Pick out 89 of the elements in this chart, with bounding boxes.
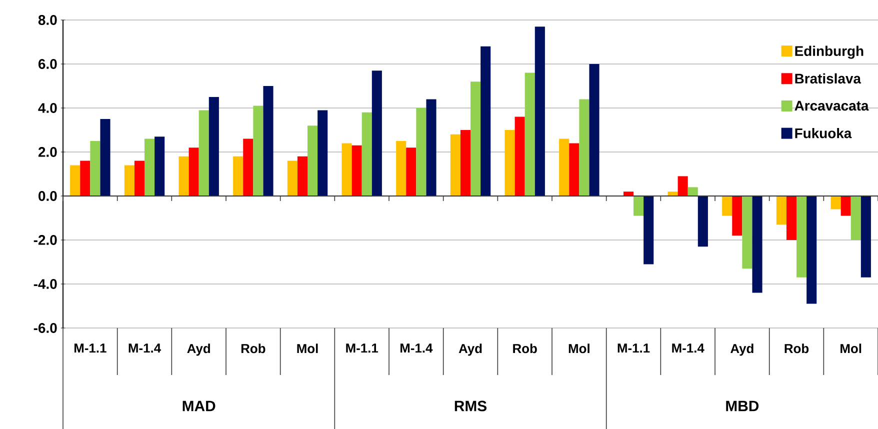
bar <box>416 108 426 196</box>
bar <box>796 196 807 278</box>
bar <box>732 196 742 236</box>
bar <box>623 192 634 196</box>
bar <box>263 86 274 196</box>
legend-label: Bratislava <box>795 73 862 84</box>
bar <box>124 165 134 196</box>
bar <box>178 156 189 196</box>
x-tick-label: M-1.4 <box>128 344 161 353</box>
bar <box>644 196 654 264</box>
x-tick-label: Rob <box>241 344 266 354</box>
bar <box>406 148 416 196</box>
x-tick-label: Ayd <box>187 344 210 356</box>
bar <box>850 196 861 240</box>
bar <box>100 118 110 196</box>
bar <box>830 196 841 210</box>
bar <box>70 165 80 196</box>
text: MAD <box>182 400 216 412</box>
bar <box>80 160 90 196</box>
bar <box>396 140 406 196</box>
bar <box>372 70 382 196</box>
bar <box>504 130 515 196</box>
bar <box>362 112 372 196</box>
bar <box>253 106 264 196</box>
bar <box>90 140 100 196</box>
bar <box>698 196 708 247</box>
legend-label: Arcavacata <box>794 100 869 111</box>
x-tick-label: Ayd <box>458 344 482 356</box>
legend-label: Edinburgh <box>795 46 864 59</box>
y-tick-label: 8.0 <box>38 15 57 25</box>
bar <box>860 196 871 278</box>
y-tick-label: -6.0 <box>34 323 57 333</box>
bar <box>426 99 436 196</box>
y-tick-label: 2.0 <box>38 147 57 157</box>
bar <box>840 196 851 216</box>
bar <box>559 138 570 196</box>
x-tick-label: Rob <box>784 344 809 354</box>
text: RMS <box>454 400 487 412</box>
bar <box>589 64 600 196</box>
bar <box>752 196 762 293</box>
x-tick-label: M-1.4 <box>672 344 704 353</box>
x-tick-label: Mol <box>840 344 862 354</box>
bar <box>243 138 254 196</box>
bar <box>460 130 471 196</box>
bar <box>144 138 155 196</box>
legend-label: Fukuoka <box>795 128 852 138</box>
bar <box>524 72 535 196</box>
bar <box>678 176 688 196</box>
y-tick-label: 4.0 <box>38 103 57 113</box>
bar <box>786 196 797 240</box>
bar <box>480 46 491 196</box>
bar <box>742 196 752 269</box>
x-tick-label: Ayd <box>730 344 754 356</box>
y-tick-label: 0.0 <box>38 191 57 201</box>
bar <box>470 82 481 196</box>
bar <box>297 156 308 196</box>
text: MBD <box>726 400 759 412</box>
bar <box>154 136 165 196</box>
bar <box>514 116 525 196</box>
y-tick-label: -4.0 <box>34 279 57 289</box>
bar <box>806 196 817 304</box>
bar <box>134 160 145 196</box>
bar <box>308 126 318 196</box>
bar <box>287 160 298 196</box>
bar <box>634 196 644 216</box>
bar <box>534 26 545 196</box>
bar <box>569 143 580 196</box>
bar <box>688 187 698 196</box>
x-tick-label: M-1.4 <box>400 344 433 353</box>
y-tick-label: 6.0 <box>38 59 57 69</box>
bar <box>188 148 199 196</box>
bar <box>450 134 460 196</box>
x-tick-label: Mol <box>568 344 590 354</box>
bar <box>198 110 209 196</box>
x-tick-label: M-1.1 <box>618 344 650 353</box>
x-tick-label: Rob <box>513 344 537 354</box>
bar <box>233 156 244 196</box>
y-tick-label: -2.0 <box>34 235 57 245</box>
bar <box>318 110 328 196</box>
bar <box>776 196 786 225</box>
bar <box>342 143 352 196</box>
x-tick-label: M-1.1 <box>74 344 106 353</box>
bar <box>722 196 732 216</box>
x-tick-label: M-1.1 <box>346 344 378 353</box>
bar <box>352 145 362 196</box>
x-tick-label: Mol <box>297 344 318 354</box>
bar <box>579 99 590 196</box>
bar <box>668 192 678 196</box>
bar <box>208 96 219 196</box>
